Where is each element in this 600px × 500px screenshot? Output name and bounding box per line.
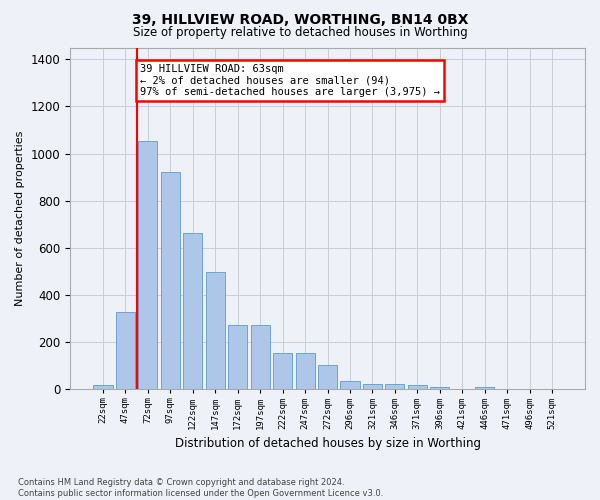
- Bar: [139, 140, 157, 390]
- Bar: [273, 353, 292, 390]
- Y-axis label: Number of detached properties: Number of detached properties: [15, 131, 25, 306]
- Text: Size of property relative to detached houses in Worthing: Size of property relative to detached ho…: [133, 26, 467, 39]
- Bar: [228, 324, 247, 390]
- Bar: [183, 232, 202, 390]
- X-axis label: Distribution of detached houses by size in Worthing: Distribution of detached houses by size …: [175, 437, 481, 450]
- Bar: [94, 385, 113, 390]
- Bar: [318, 364, 337, 390]
- Bar: [161, 172, 180, 390]
- Bar: [116, 312, 135, 390]
- Bar: [408, 385, 427, 390]
- Bar: [206, 272, 225, 390]
- Text: 39 HILLVIEW ROAD: 63sqm
← 2% of detached houses are smaller (94)
97% of semi-det: 39 HILLVIEW ROAD: 63sqm ← 2% of detached…: [140, 64, 440, 97]
- Bar: [296, 353, 314, 390]
- Text: 39, HILLVIEW ROAD, WORTHING, BN14 0BX: 39, HILLVIEW ROAD, WORTHING, BN14 0BX: [132, 12, 468, 26]
- Bar: [251, 324, 269, 390]
- Bar: [430, 387, 449, 390]
- Bar: [363, 384, 382, 390]
- Bar: [340, 380, 359, 390]
- Text: Contains HM Land Registry data © Crown copyright and database right 2024.
Contai: Contains HM Land Registry data © Crown c…: [18, 478, 383, 498]
- Bar: [475, 387, 494, 390]
- Bar: [385, 384, 404, 390]
